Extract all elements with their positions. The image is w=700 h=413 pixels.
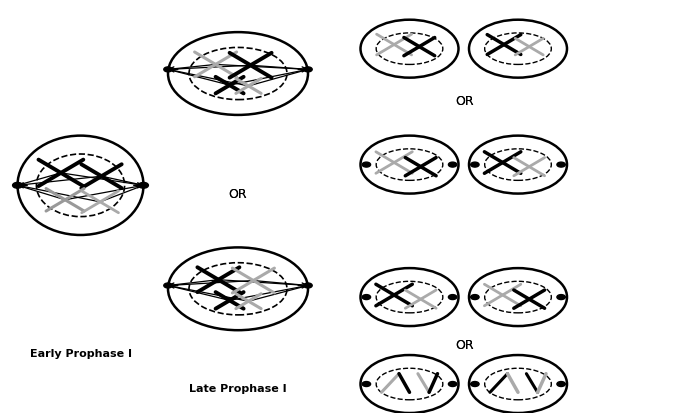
Circle shape: [13, 183, 22, 189]
Circle shape: [304, 283, 312, 288]
Circle shape: [304, 68, 312, 73]
Circle shape: [449, 163, 457, 168]
Circle shape: [449, 295, 457, 300]
Circle shape: [139, 183, 148, 189]
Circle shape: [470, 382, 479, 387]
Circle shape: [557, 295, 566, 300]
Text: OR: OR: [455, 95, 473, 108]
Text: OR: OR: [229, 188, 247, 201]
Circle shape: [362, 163, 370, 168]
Text: OR: OR: [455, 338, 473, 351]
Circle shape: [557, 163, 566, 168]
Circle shape: [362, 295, 370, 300]
Circle shape: [470, 163, 479, 168]
Circle shape: [362, 382, 370, 387]
Circle shape: [557, 382, 566, 387]
Text: Late Prophase I: Late Prophase I: [189, 383, 287, 393]
Text: OR: OR: [455, 338, 473, 351]
Circle shape: [449, 382, 457, 387]
Circle shape: [164, 68, 172, 73]
Text: Early Prophase I: Early Prophase I: [29, 348, 132, 358]
Text: OR: OR: [229, 188, 247, 201]
Text: OR: OR: [455, 95, 473, 108]
Circle shape: [470, 295, 479, 300]
Circle shape: [164, 283, 172, 288]
